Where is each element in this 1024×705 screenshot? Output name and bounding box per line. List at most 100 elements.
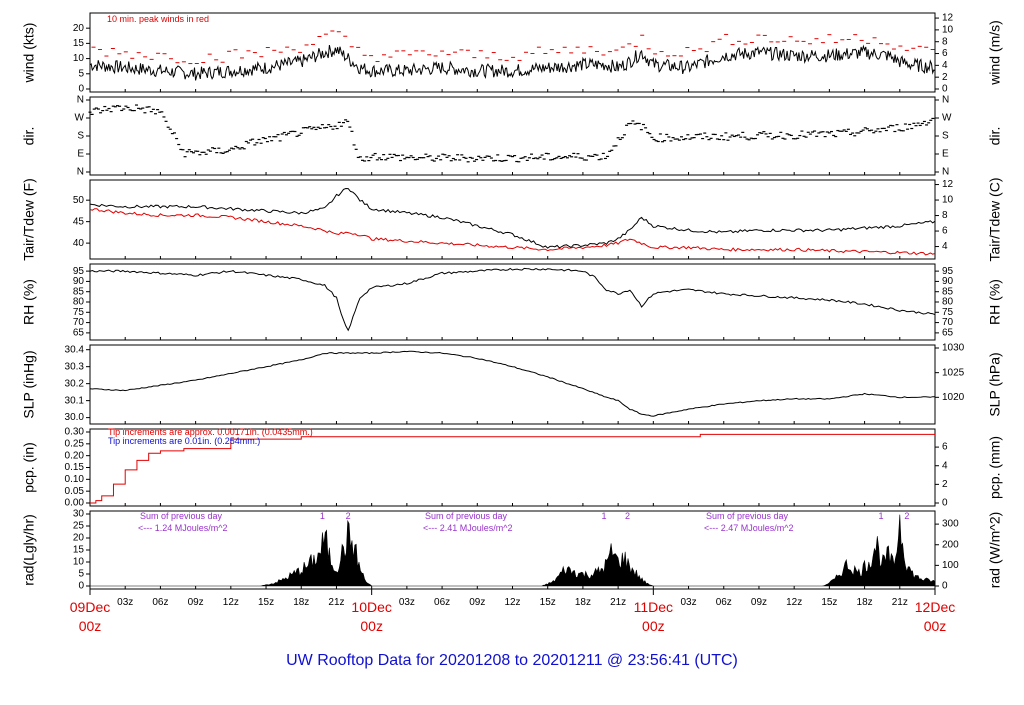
series-line-rh-3 xyxy=(89,267,936,332)
left-tick-label: 10 xyxy=(73,557,85,568)
left-tick-label: 5 xyxy=(78,68,84,79)
left-axis-label-dir: dir. xyxy=(21,127,37,146)
x-hour-tick-label: 15z xyxy=(821,597,837,608)
left-tick-label: 5 xyxy=(78,569,84,580)
panel-frame-dir xyxy=(89,96,936,176)
x-hour-tick-label: 12z xyxy=(223,597,239,608)
series-line-slp-4 xyxy=(89,350,936,417)
right-tick-label: 2 xyxy=(942,479,948,490)
x-hour-tick-label: 18z xyxy=(293,597,309,608)
right-tick-label: 0 xyxy=(942,581,948,592)
rad-marker-label: 1 xyxy=(879,511,884,521)
x-hour-tick-label: 21z xyxy=(892,597,908,608)
left-tick-label: 25 xyxy=(73,521,85,532)
right-tick-label: 6 xyxy=(942,226,948,237)
panel-frame-temp xyxy=(89,179,936,260)
left-tick-label: 95 xyxy=(73,266,85,277)
right-axis-label-pcp: pcp. (mm) xyxy=(987,436,1003,499)
x-hour-tick-label: 21z xyxy=(610,597,626,608)
x-hour-tick-label: 15z xyxy=(540,597,556,608)
left-axis-label-wind: wind (kts) xyxy=(21,23,37,84)
x-day-date-label: 09Dec xyxy=(70,599,110,615)
panel-pcp: pcp. (in) pcp. (mm) 0.000.050.100.150.20 0.… xyxy=(21,427,1003,509)
x-hour-tick-label: 12z xyxy=(504,597,520,608)
rad-sum-title: Sum of previous day xyxy=(425,511,508,521)
right-tick-label: W xyxy=(942,113,952,124)
rad-sum-title: Sum of previous day xyxy=(140,511,223,521)
right-tick-label: N xyxy=(942,167,949,178)
panel-frame-slp xyxy=(89,344,936,425)
right-tick-label: 4 xyxy=(942,60,948,71)
left-axis-label-temp: Tair/Tdew (F) xyxy=(21,178,37,260)
right-tick-label: 4 xyxy=(942,460,948,471)
right-tick-label: 2 xyxy=(942,72,948,83)
left-tick-label: 40 xyxy=(73,238,85,249)
series-line-wind-0 xyxy=(89,44,936,81)
right-tick-label: 85 xyxy=(942,286,954,297)
right-tick-label: 80 xyxy=(942,297,954,308)
right-tick-label: 1030 xyxy=(942,343,965,354)
right-tick-label: 200 xyxy=(942,539,959,550)
x-day-hour-label: 00z xyxy=(642,618,665,634)
left-tick-label: 20 xyxy=(73,23,85,34)
left-tick-label: 0.15 xyxy=(65,462,85,473)
series-line-temp-2 xyxy=(89,208,936,256)
left-tick-label: 50 xyxy=(73,195,85,206)
x-hour-tick-label: 06z xyxy=(152,597,168,608)
right-axis-label-rad: rad (W/m^2) xyxy=(987,512,1003,589)
left-axis-label-slp: SLP (inHg) xyxy=(21,350,37,418)
right-tick-label: 4 xyxy=(942,241,948,252)
x-hour-tick-label: 18z xyxy=(857,597,873,608)
left-tick-label: 30 xyxy=(73,509,85,520)
right-axis-label-slp: SLP (hPa) xyxy=(987,352,1003,416)
right-tick-label: 12 xyxy=(942,179,954,190)
x-hour-tick-label: 03z xyxy=(680,597,696,608)
right-axis-label-temp: Tair/Tdew (C) xyxy=(987,177,1003,261)
left-tick-label: 0.05 xyxy=(65,486,85,497)
right-tick-label: 90 xyxy=(942,276,954,287)
right-tick-label: 65 xyxy=(942,328,954,339)
left-tick-label: W xyxy=(75,113,85,124)
right-tick-label: 300 xyxy=(942,519,959,530)
right-axis-label-dir: dir. xyxy=(987,127,1003,146)
peak-wind-note: 10 min. peak winds in red xyxy=(107,14,209,24)
x-day-date-label: 11Dec xyxy=(634,599,673,615)
figure-title: UW Rooftop Data for 20201208 to 20201211… xyxy=(286,652,738,669)
right-tick-label: N xyxy=(942,95,949,106)
left-tick-label: 90 xyxy=(73,276,85,287)
left-tick-label: 20 xyxy=(73,533,85,544)
panels-layer: wind (kts) wind (m/s)0510152002468101210 … xyxy=(21,12,1003,592)
right-tick-label: 12 xyxy=(942,13,954,24)
rad-sum-value: <--- 2.47 MJoules/m^2 xyxy=(704,523,794,533)
left-axis-label-pcp: pcp. (in) xyxy=(21,442,37,493)
x-axis-layer: 03z 06z 09z 12z 15z 18z 21z 03z 06z 09z 12z 15z 18z 2… xyxy=(70,589,955,634)
series-line-pcp-5 xyxy=(90,433,935,504)
rad-marker-label: 2 xyxy=(904,511,909,521)
left-tick-label: 15 xyxy=(73,545,85,556)
x-day-hour-label: 00z xyxy=(79,618,102,634)
right-tick-label: 75 xyxy=(942,307,954,318)
panel-frame-wind xyxy=(89,12,936,93)
rad-marker-label: 1 xyxy=(320,511,325,521)
series-line-temp-1 xyxy=(89,187,936,249)
left-tick-label: 0.00 xyxy=(65,498,85,509)
x-day-date-label: 10Dec xyxy=(351,599,391,615)
left-tick-label: 65 xyxy=(73,328,85,339)
left-axis-label-rad: rad(Lgly/hr) xyxy=(21,514,37,586)
right-tick-label: 100 xyxy=(942,560,959,571)
left-tick-label: 0 xyxy=(78,581,84,592)
left-tick-label: 0.30 xyxy=(65,427,85,438)
left-tick-label: 0.10 xyxy=(65,474,85,485)
rad-marker-label: 2 xyxy=(346,511,351,521)
right-tick-label: 1020 xyxy=(942,392,965,403)
left-tick-label: 30.2 xyxy=(65,378,85,389)
left-tick-label: 0.20 xyxy=(65,450,85,461)
rad-sum-value: <--- 1.24 MJoules/m^2 xyxy=(138,523,228,533)
series-area-rad xyxy=(90,514,936,587)
right-axis-label-rh: RH (%) xyxy=(987,279,1003,325)
right-tick-label: 95 xyxy=(942,266,954,277)
left-tick-label: 75 xyxy=(73,307,85,318)
